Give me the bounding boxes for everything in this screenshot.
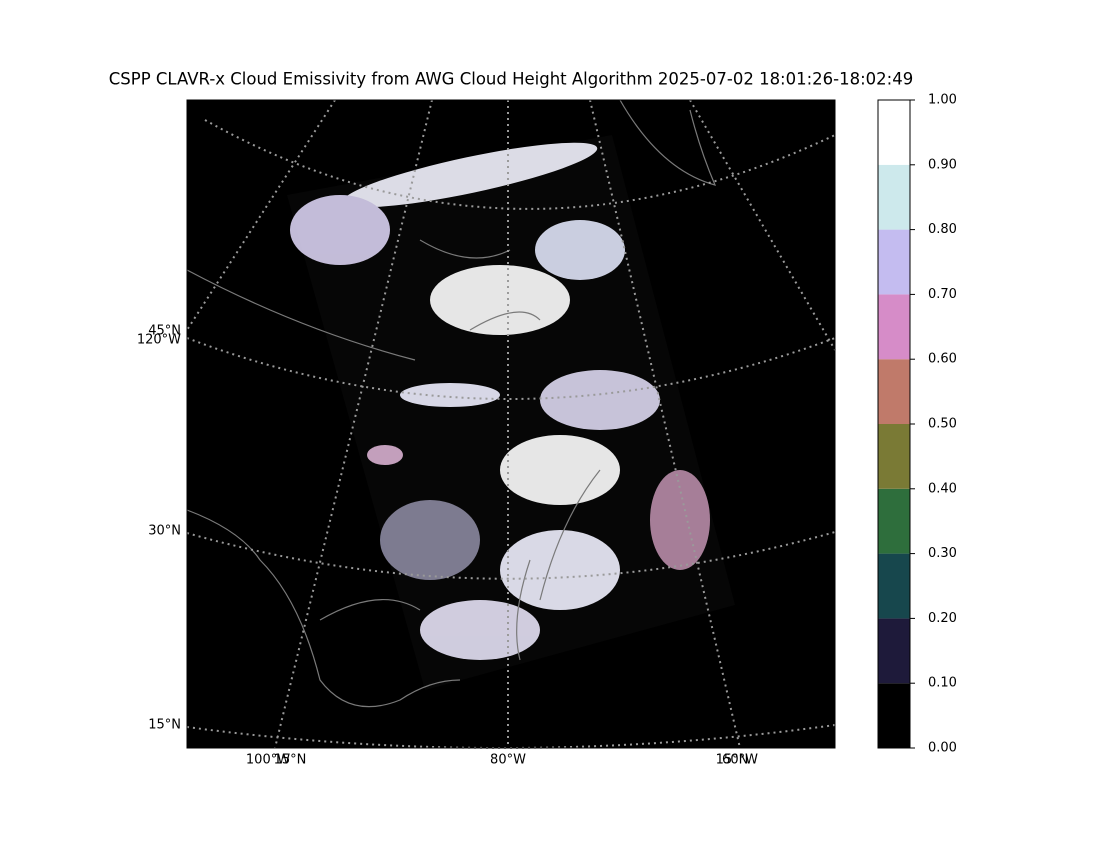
colorbar-segment [878, 618, 910, 684]
graticule [689, 99, 836, 351]
colorbar-segment [878, 683, 910, 748]
colorbar-tick-label: 0.10 [928, 676, 957, 691]
lon-label: 120°W [137, 333, 181, 348]
colorbar-segment [878, 229, 910, 295]
graticule [186, 724, 836, 749]
colorbar-tick-label: 0.00 [928, 741, 957, 756]
map-frame [186, 99, 836, 749]
graticule [186, 337, 836, 400]
lon-label: 60°W [722, 753, 758, 768]
colorbar-tick-label: 0.50 [928, 417, 957, 432]
lon-label: 100°W [246, 753, 290, 768]
lat-label: 45°N [148, 324, 181, 339]
map [186, 99, 836, 749]
colorbar-segment [878, 424, 910, 489]
colorbar-segment [878, 359, 910, 424]
title: CSPP CLAVR-x Cloud Emissivity from AWG C… [109, 70, 913, 89]
graticule [204, 119, 836, 210]
lon-label: 80°W [490, 753, 526, 768]
lat-label: 30°N [148, 524, 181, 539]
colorbar-tick-label: 0.30 [928, 546, 957, 561]
colorbar-tick-label: 0.80 [928, 222, 957, 237]
lon-label: 15°N [274, 753, 307, 768]
lat-label: 15°N [148, 718, 181, 733]
lon-label: 15°N [716, 753, 749, 768]
colorbar-segment [878, 164, 910, 230]
colorbar-tick-label: 0.40 [928, 481, 957, 496]
clouds [290, 142, 710, 660]
colorbar-segment [878, 100, 910, 165]
colorbar-segment [878, 553, 910, 619]
colorbar-segment [878, 488, 910, 554]
colorbar-tick-label: 1.00 [928, 93, 957, 108]
colorbar-tick-label: 0.70 [928, 287, 957, 302]
colorbar-tick-label: 0.20 [928, 611, 957, 626]
colorbar-segment [878, 294, 910, 360]
colorbar-tick-label: 0.60 [928, 352, 957, 367]
colorbar-tick-label: 0.90 [928, 157, 957, 172]
